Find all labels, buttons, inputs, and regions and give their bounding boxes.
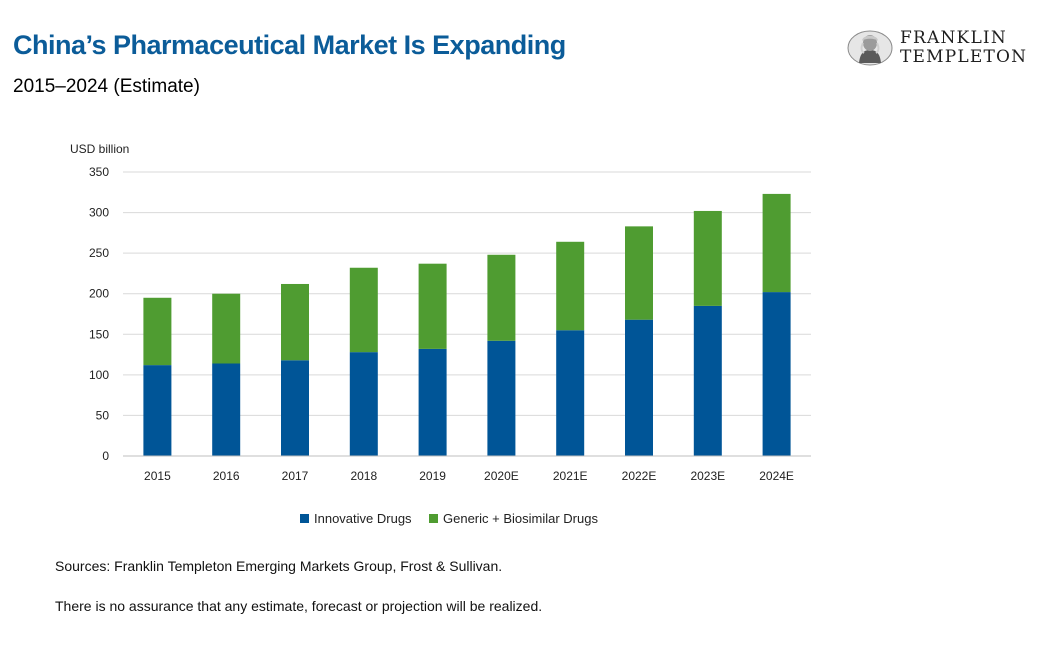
bars (143, 193, 791, 456)
bar-innovative-drugs (212, 363, 241, 456)
x-tick-label: 2017 (282, 469, 309, 483)
bar-generic-biosimilar-drugs (487, 254, 516, 341)
x-tick-label: 2024E (759, 469, 794, 483)
benjamin-franklin-portrait-icon (847, 30, 893, 66)
bar-generic-biosimilar-drugs (762, 193, 791, 293)
axes: USD billion 0 50 100 150 200 250 300 350 2015 2016… (70, 142, 811, 483)
bar-innovative-drugs (625, 319, 653, 456)
bar-innovative-drugs (556, 330, 585, 456)
bar-generic-biosimilar-drugs (693, 210, 722, 306)
bar-innovative-drugs (349, 352, 378, 456)
logo-line-1: FRANKLIN (900, 28, 1007, 48)
legend-swatch (429, 514, 438, 523)
y-tick-label: 300 (89, 206, 109, 220)
bar-generic-biosimilar-drugs (625, 226, 653, 320)
disclaimer-note: There is no assurance that any estimate,… (55, 598, 543, 614)
legend-label: Innovative Drugs (314, 511, 412, 526)
x-tick-label: 2020E (484, 469, 519, 483)
y-tick-label: 0 (102, 449, 109, 463)
logo-line-2: TEMPLETON (900, 47, 1028, 67)
bar-generic-biosimilar-drugs (349, 267, 378, 353)
y-axis-label: USD billion (70, 142, 129, 156)
bar-innovative-drugs (693, 305, 722, 456)
bar-generic-biosimilar-drugs (418, 263, 447, 349)
bar-innovative-drugs (762, 292, 791, 456)
y-tick-label: 150 (89, 327, 109, 341)
bar-generic-biosimilar-drugs (281, 283, 309, 361)
y-tick-label: 50 (96, 408, 110, 422)
legend-item: Generic + Biosimilar Drugs (429, 511, 598, 526)
x-tick-label: 2023E (690, 469, 725, 483)
bar-generic-biosimilar-drugs (212, 293, 241, 364)
legend-swatch (300, 514, 309, 523)
x-tick-label: 2021E (553, 469, 588, 483)
bar-innovative-drugs (281, 360, 309, 456)
bar-generic-biosimilar-drugs (556, 241, 585, 331)
x-tick-label: 2022E (622, 469, 657, 483)
bar-innovative-drugs (143, 365, 172, 456)
page-title: China’s Pharmaceutical Market Is Expandi… (13, 30, 566, 60)
legend-item: Innovative Drugs (300, 511, 412, 526)
x-tick-label: 2016 (213, 469, 240, 483)
page-subtitle: 2015–2024 (Estimate) (13, 76, 200, 97)
x-tick-label: 2015 (144, 469, 171, 483)
bar-generic-biosimilar-drugs (143, 297, 172, 366)
y-tick-label: 250 (89, 246, 109, 260)
legend-label: Generic + Biosimilar Drugs (443, 511, 598, 526)
x-tick-label: 2019 (419, 469, 446, 483)
stacked-bar-chart: USD billion 0 50 100 150 200 250 300 350 2015 2016… (70, 142, 811, 483)
y-tick-label: 350 (89, 165, 109, 179)
y-tick-label: 100 (89, 368, 109, 382)
bar-innovative-drugs (487, 340, 516, 456)
y-tick-label: 200 (89, 287, 109, 301)
source-note: Sources: Franklin Templeton Emerging Mar… (55, 558, 503, 574)
bar-innovative-drugs (418, 348, 447, 456)
x-tick-label: 2018 (350, 469, 377, 483)
franklin-templeton-logo: FRANKLIN TEMPLETON (846, 28, 1036, 70)
